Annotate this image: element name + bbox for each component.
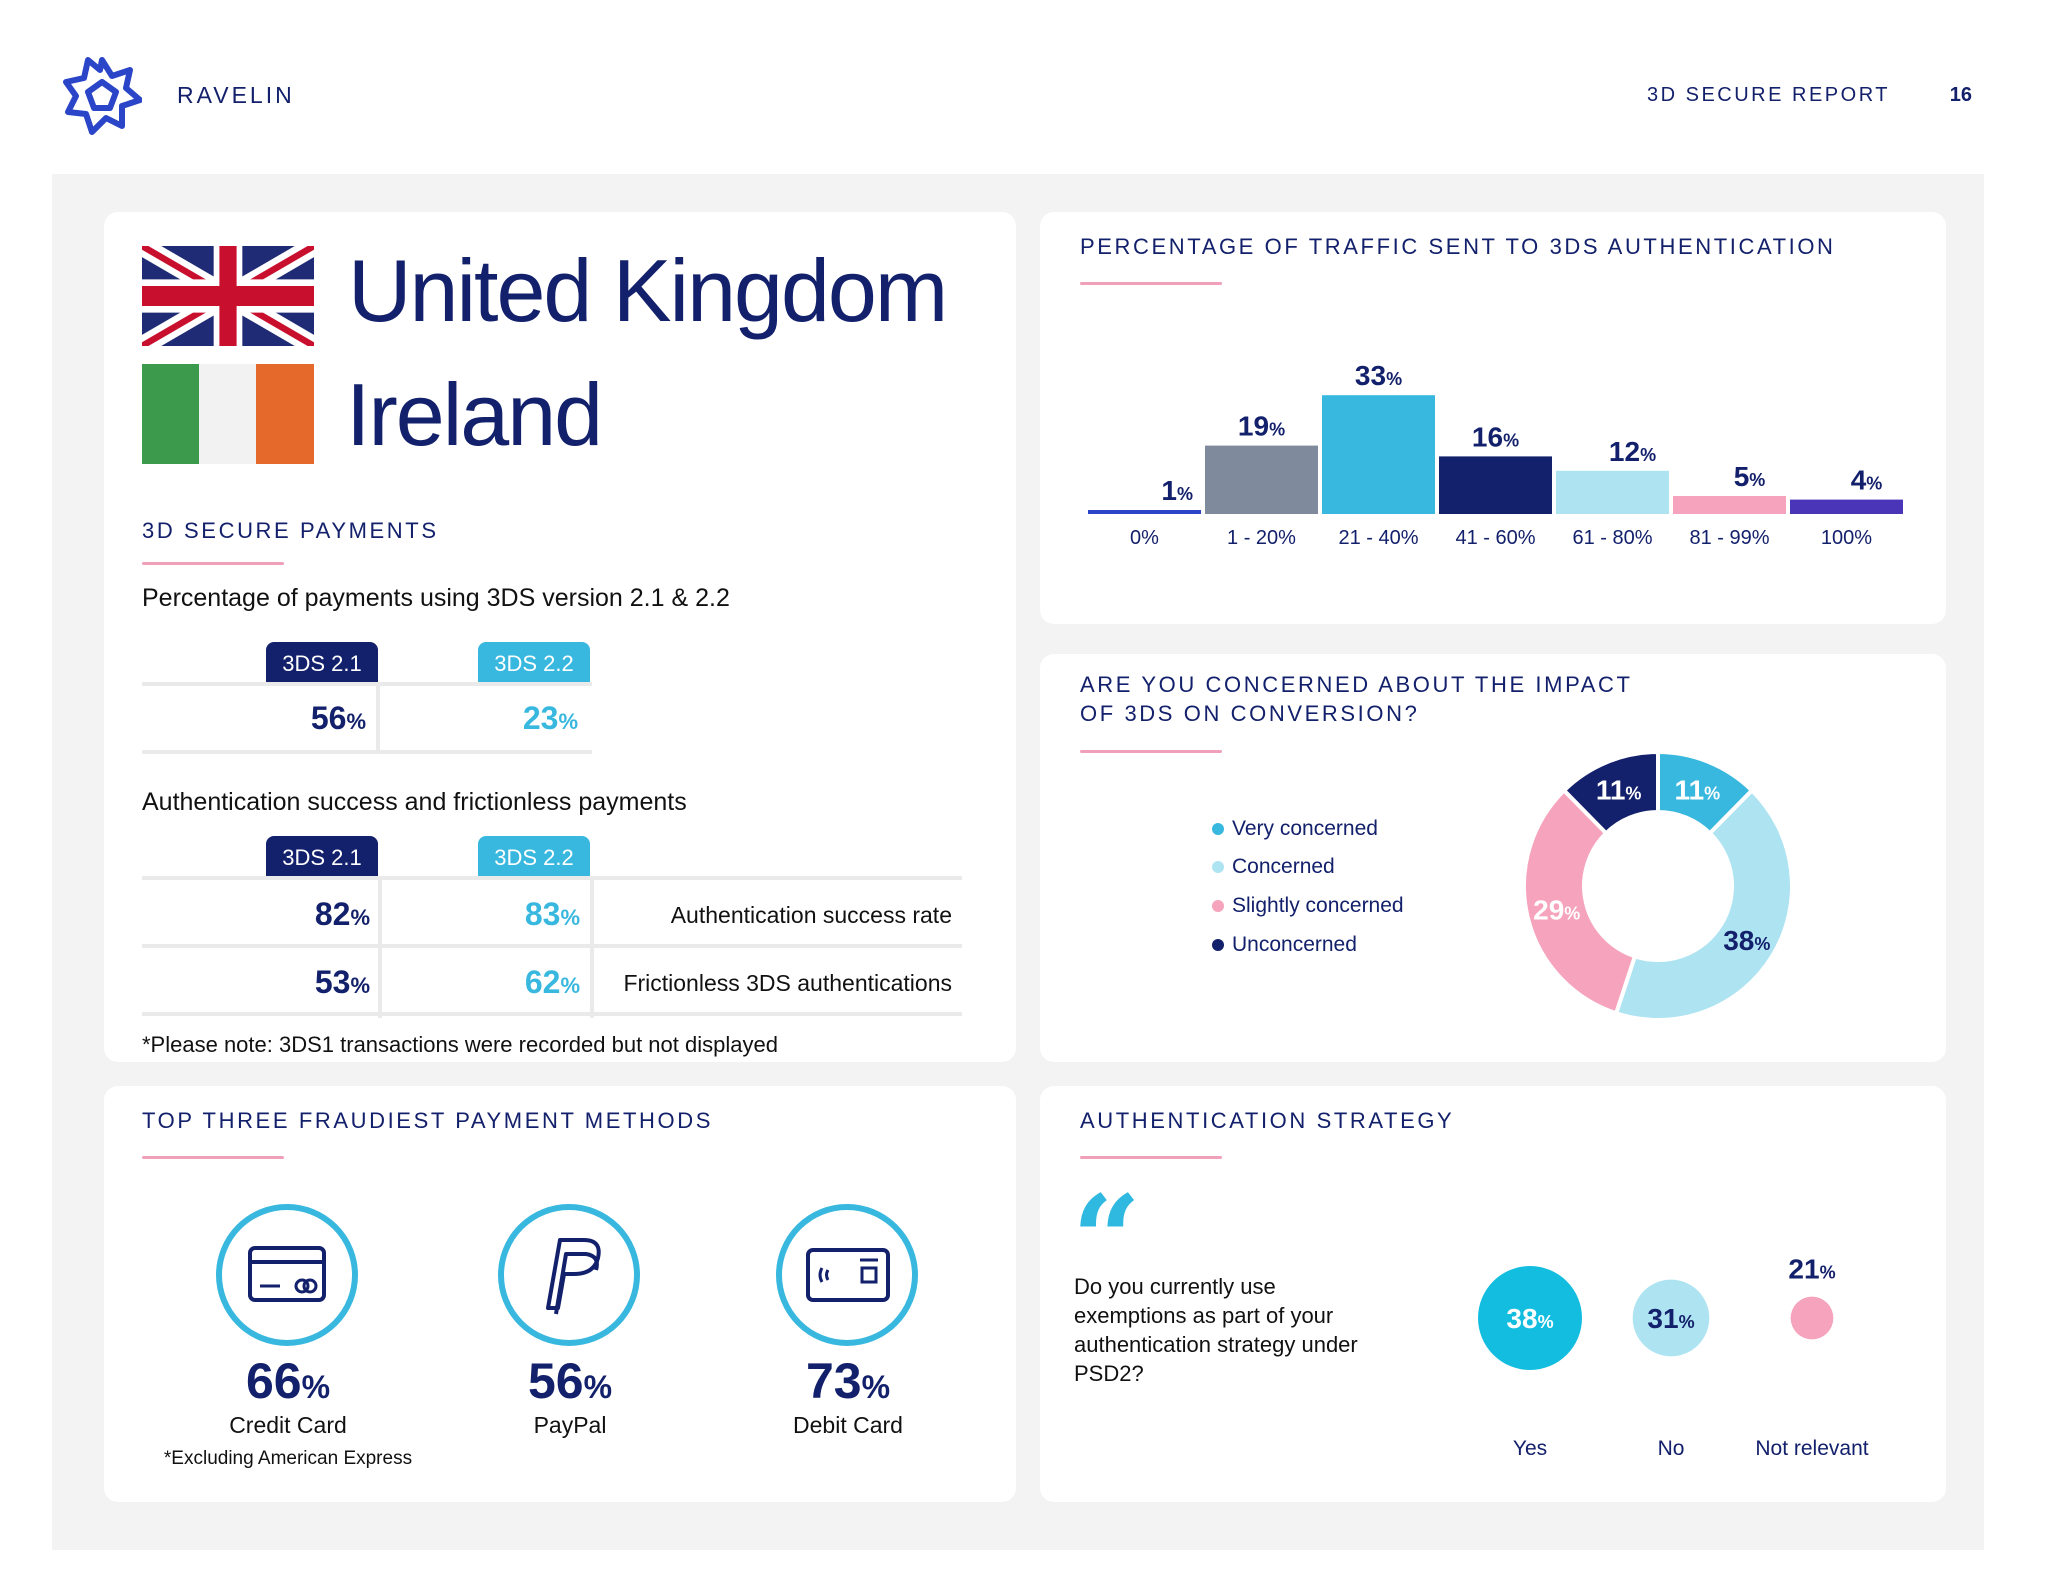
frictionless-21: 53%: [314, 964, 370, 1000]
section-title-concern-line2: OF 3DS ON CONVERSION?: [1080, 701, 1420, 726]
ravelin-logo-icon: [63, 57, 142, 135]
row-label-frictionless: Frictionless 3DS authentications: [623, 970, 952, 996]
auth-success-21: 82%: [314, 896, 370, 932]
table-divider: [590, 880, 594, 1018]
legend-item-slightly-concerned: Slightly concerned: [1212, 892, 1404, 920]
credit-card-icon: [216, 1204, 358, 1346]
uk-flag-icon: [142, 246, 314, 346]
title-underline: [1080, 1156, 1222, 1159]
page-header: RAVELIN 3D SECURE REPORT 16: [0, 0, 2048, 170]
title-underline: [142, 562, 284, 565]
pill-3ds21: 3DS 2.1: [266, 642, 378, 686]
ireland-flag-icon: [142, 364, 314, 464]
contactless-card-icon: [776, 1204, 918, 1346]
fraud-value-paypal: 56%: [527, 1353, 613, 1409]
pill-3ds21: 3DS 2.1: [266, 836, 378, 880]
frictionless-22: 62%: [524, 964, 580, 1000]
fraud-note-amex: *Excluding American Express: [163, 1448, 413, 1469]
section-title-fraud: TOP THREE FRAUDIEST PAYMENT METHODS: [142, 1108, 714, 1133]
legend-dot: [1212, 823, 1224, 835]
table-divider: [142, 750, 592, 754]
section-title-3ds-payments: 3D SECURE PAYMENTS: [142, 518, 439, 543]
table-divider: [376, 686, 380, 752]
fraud-value-debit-card: 73%: [805, 1353, 891, 1409]
section-title-concern-line1: ARE YOU CONCERNED ABOUT THE IMPACT: [1080, 672, 1633, 697]
table-divider: [142, 944, 962, 948]
country-title-ireland: Ireland: [346, 365, 603, 464]
quote-mark-icon: “: [1072, 1169, 1142, 1310]
version-value-22: 23%: [522, 700, 578, 736]
legend-dot: [1212, 939, 1224, 951]
row-label-auth-success: Authentication success rate: [670, 902, 952, 928]
paypal-icon: [498, 1204, 640, 1346]
traffic-card: [1040, 212, 1946, 624]
section-title-traffic: PERCENTAGE OF TRAFFIC SENT TO 3DS AUTHEN…: [1080, 234, 1836, 259]
fraud-label-paypal: PayPal: [533, 1412, 607, 1438]
report-title: 3D SECURE REPORT: [1646, 84, 1890, 106]
version-value-21: 56%: [310, 700, 366, 736]
table-divider: [142, 876, 962, 880]
version-subhead: Percentage of payments using 3DS version…: [142, 584, 730, 612]
fraud-label-debit-card: Debit Card: [793, 1412, 903, 1438]
table-divider: [378, 880, 382, 1018]
fraud-value-credit-card: 66%: [245, 1353, 331, 1409]
fraud-label-credit-card: Credit Card: [229, 1412, 347, 1438]
auth-subhead: Authentication success and frictionless …: [142, 788, 687, 816]
pill-3ds22: 3DS 2.2: [478, 642, 590, 686]
concern-card: [1040, 654, 1946, 1062]
legend-dot: [1212, 900, 1224, 912]
title-underline: [142, 1156, 284, 1159]
table-divider: [142, 682, 592, 686]
title-underline: [1080, 282, 1222, 285]
legend-dot: [1212, 861, 1224, 873]
country-title-uk: United Kingdom: [348, 241, 948, 340]
legend-item-very-concerned: Very concerned: [1212, 815, 1378, 843]
auth-success-22: 83%: [524, 896, 580, 932]
page-number: 16: [1949, 84, 1972, 106]
pill-3ds22: 3DS 2.2: [478, 836, 590, 880]
footnote-3ds1: *Please note: 3DS1 transactions were rec…: [142, 1032, 778, 1057]
title-underline: [1080, 750, 1222, 753]
section-title-strategy: AUTHENTICATION STRATEGY: [1080, 1108, 1455, 1133]
strategy-question: Do you currently use exemptions as part …: [1074, 1274, 1358, 1386]
legend-item-concerned: Concerned: [1212, 853, 1335, 881]
table-divider: [142, 1012, 962, 1016]
country-card: [104, 212, 1016, 1062]
legend-item-unconcerned: Unconcerned: [1212, 931, 1357, 959]
brand-name: RAVELIN: [177, 82, 295, 108]
